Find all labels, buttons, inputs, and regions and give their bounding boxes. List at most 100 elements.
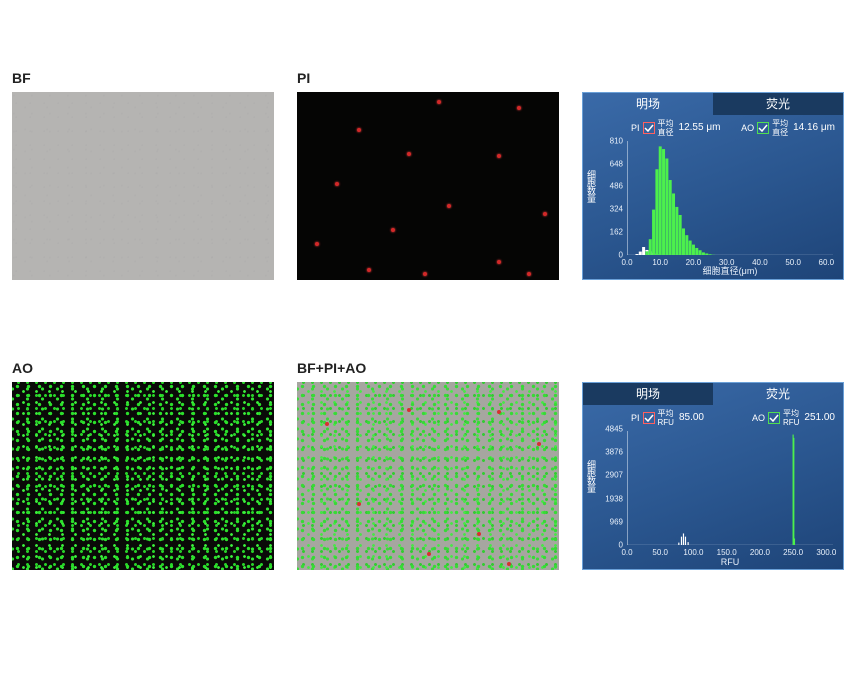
chart2-pi-checkbox[interactable]: [643, 412, 655, 424]
pi-red-dot: [407, 152, 411, 156]
panel-bf-label: BF: [12, 70, 274, 88]
xtick: 40.0: [752, 258, 768, 267]
chart1-ao-metric: 平均 直径: [772, 119, 788, 137]
chart1-pi-metric: 平均 直径: [658, 119, 674, 137]
chart1-ao-value: 14.16 μm: [793, 122, 835, 133]
pi-red-dot: [315, 242, 319, 246]
ytick: 810: [610, 136, 623, 145]
xtick: 50.0: [652, 548, 668, 557]
panel-chart-diameter: 明场 荧光 PI 平均 直径 12.55 μm AO: [582, 70, 844, 280]
chart2-xlabel: RFU: [721, 557, 740, 567]
chart1-tab-brightfield[interactable]: 明场: [583, 93, 713, 115]
chart1-pi-tag: PI: [631, 123, 640, 133]
merge-red-dot: [537, 442, 541, 446]
ytick: 3876: [605, 447, 623, 456]
chart2-ao-checkbox[interactable]: [768, 412, 780, 424]
xtick: 60.0: [819, 258, 835, 267]
pi-red-dot: [527, 272, 531, 276]
chart2-pi-value: 85.00: [679, 412, 704, 423]
chart2-ao-metric: 平均 RFU: [783, 409, 799, 427]
ao-green-scatter: [12, 382, 274, 570]
chart-rfu: 明场 荧光 PI 平均 RFU 85.00 AO: [582, 382, 844, 570]
pi-red-dot: [391, 228, 395, 232]
xtick: 0.0: [621, 548, 632, 557]
chart1-tabs: 明场 荧光: [583, 93, 843, 115]
xtick: 200.0: [750, 548, 770, 557]
chart2-pi-metric: 平均 RFU: [658, 409, 674, 427]
ytick: 1938: [605, 494, 623, 503]
image-pi: [297, 92, 559, 280]
pi-red-dot: [423, 272, 427, 276]
xtick: 250.0: [783, 548, 803, 557]
chart1-plot: [627, 141, 833, 255]
chart1-spacer: [582, 70, 844, 88]
pi-red-dot: [335, 182, 339, 186]
pi-red-dot: [517, 106, 521, 110]
ytick: 2907: [605, 471, 623, 480]
chart2-tab-fluorescence[interactable]: 荧光: [713, 383, 843, 405]
chart1-pi-checkbox[interactable]: [643, 122, 655, 134]
xtick: 10.0: [652, 258, 668, 267]
merge-green-scatter: [297, 382, 559, 570]
ytick: 324: [610, 205, 623, 214]
chart1-ao-checkbox[interactable]: [757, 122, 769, 134]
pi-red-dot: [543, 212, 547, 216]
pi-red-dot: [447, 204, 451, 208]
panel-chart-rfu: 明场 荧光 PI 平均 RFU 85.00 AO: [582, 360, 844, 570]
panel-merge-label: BF+PI+AO: [297, 360, 559, 378]
chart2-xaxis: RFU 0.050.0100.0150.0200.0250.0300.0: [627, 547, 833, 567]
chart2-legend-ao: AO 平均 RFU 251.00: [752, 409, 835, 427]
chart-diameter: 明场 荧光 PI 平均 直径 12.55 μm AO: [582, 92, 844, 280]
image-merge: [297, 382, 559, 570]
xtick: 150.0: [717, 548, 737, 557]
chart1-ao-tag: AO: [741, 123, 754, 133]
image-bf: [12, 92, 274, 280]
chart2-tabs: 明场 荧光: [583, 383, 843, 405]
pi-red-dot: [497, 154, 501, 158]
merge-red-dot: [407, 408, 411, 412]
chart2-tab-brightfield[interactable]: 明场: [583, 383, 713, 405]
panel-bf: BF: [12, 70, 274, 280]
chart1-xaxis: 细胞直径(μm) 0.010.020.030.040.050.060.0: [627, 257, 833, 277]
chart2-ao-tag: AO: [752, 413, 765, 423]
xtick: 30.0: [719, 258, 735, 267]
ytick: 648: [610, 159, 623, 168]
panel-grid: BF PI 明场 荧光 PI 平均 直径 12.55 μm: [12, 70, 850, 570]
ytick: 4845: [605, 424, 623, 433]
merge-red-dot: [507, 562, 511, 566]
chart2-plot: [627, 431, 833, 545]
panel-pi: PI: [297, 70, 559, 280]
panel-ao: AO: [12, 360, 274, 570]
xtick: 300.0: [816, 548, 836, 557]
panel-merge: BF+PI+AO: [297, 360, 559, 570]
xtick: 20.0: [686, 258, 702, 267]
merge-red-dot: [357, 502, 361, 506]
chart2-legend-pi: PI 平均 RFU 85.00: [631, 409, 704, 427]
ytick: 162: [610, 228, 623, 237]
chart2-pi-tag: PI: [631, 413, 640, 423]
pi-red-dot: [497, 260, 501, 264]
chart1-tab-fluorescence[interactable]: 荧光: [713, 93, 843, 115]
chart1-legend: PI 平均 直径 12.55 μm AO 平均 直径 14: [583, 115, 843, 139]
chart1-yaxis: 0162324486648810: [583, 141, 625, 255]
merge-red-dot: [325, 422, 329, 426]
chart1-pi-value: 12.55 μm: [679, 122, 721, 133]
panel-pi-label: PI: [297, 70, 559, 88]
pi-red-dot: [367, 268, 371, 272]
pi-red-dot: [437, 100, 441, 104]
panel-ao-label: AO: [12, 360, 274, 378]
xtick: 100.0: [683, 548, 703, 557]
ytick: 969: [610, 517, 623, 526]
image-ao: [12, 382, 274, 570]
xtick: 50.0: [785, 258, 801, 267]
chart2-yaxis: 09691938290738764845: [583, 431, 625, 545]
chart2-spacer: [582, 360, 844, 378]
xtick: 0.0: [621, 258, 632, 267]
ytick: 486: [610, 182, 623, 191]
chart1-legend-ao: AO 平均 直径 14.16 μm: [741, 119, 835, 137]
pi-red-dot: [357, 128, 361, 132]
merge-red-dot: [497, 410, 501, 414]
merge-red-dot: [427, 552, 431, 556]
merge-red-dot: [477, 532, 481, 536]
chart2-ao-value: 251.00: [804, 412, 835, 423]
